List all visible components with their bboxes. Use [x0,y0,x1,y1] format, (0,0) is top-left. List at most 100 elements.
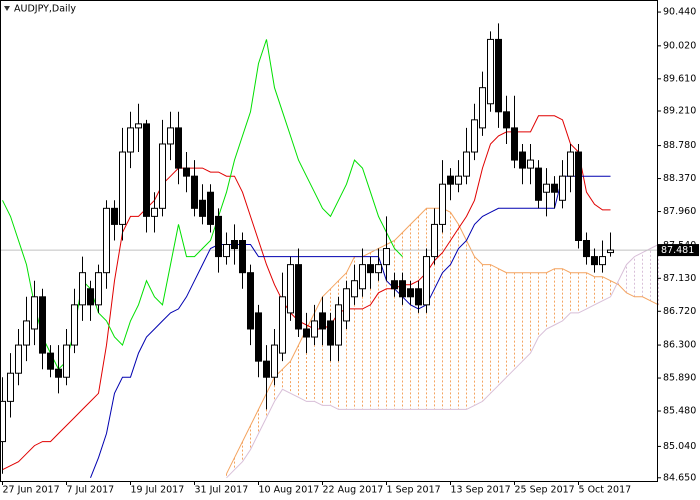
price-label-box [657,244,699,257]
candle-body [239,240,246,274]
candle-body [591,256,598,266]
candle-body [247,272,254,330]
candle-body [519,151,526,169]
candle-body [551,183,558,193]
x-tick-label: 13 Sep 2017 [451,485,511,496]
candle-body [471,119,478,153]
candle-body [319,312,326,330]
y-tick-label: 85.890 [663,373,696,384]
y-tick-label: 86.300 [663,340,696,351]
candle-body [383,248,390,266]
candle-body [7,372,14,402]
y-tick-label: 87.130 [663,273,696,284]
candle-body [495,38,502,113]
candle-body [87,288,94,306]
candle-body [559,175,566,201]
x-tick-label: 5 Oct 2017 [579,485,632,496]
candle-body [0,400,6,443]
candle-body [463,151,470,177]
candle-body [567,151,574,177]
y-tick-label: 89.210 [663,106,696,117]
y-tick-label: 90.440 [663,7,696,18]
x-tick-label: 10 Aug 2017 [259,485,320,496]
candle-body [199,199,206,217]
x-tick-label: 27 Jun 2017 [3,485,60,496]
y-tick-label: 87.960 [663,206,696,217]
indicator-line [90,175,611,478]
candle-body [359,264,366,290]
candle-body [263,360,270,378]
candle-body [583,240,590,258]
candle-body [175,127,182,169]
candle-body [47,352,54,370]
x-tick-label: 7 Jul 2017 [67,485,115,496]
x-tick-label: 22 Aug 2017 [323,485,384,496]
candle-body [527,159,534,169]
candle-body [215,215,222,258]
candle-body [95,272,102,306]
candle-body [407,288,414,298]
x-tick-label: 31 Jul 2017 [195,485,249,496]
candle-body [599,256,606,266]
candle-body [343,288,350,322]
candle-body [143,123,150,217]
candle-body [151,207,158,217]
candle-body [607,249,614,254]
candle-body [223,244,230,258]
y-tick-label: 88.370 [663,173,696,184]
candle-body [431,223,438,258]
x-tick-label: 25 Sep 2017 [515,485,575,496]
candle-body [119,151,126,225]
candle-body [535,167,542,201]
candle-body [327,320,334,346]
y-tick-label: 85.480 [663,406,696,417]
candle-body [183,167,190,177]
plot-area [0,23,659,479]
candle-body [487,38,494,105]
candle-body [439,183,446,225]
indicator-line [226,244,659,479]
candle-body [71,304,78,346]
plot-border [0,0,658,482]
candle-body [287,264,294,314]
candle-body [447,175,454,185]
candle-body [367,264,374,274]
y-tick-label: 84.650 [663,472,696,483]
title-icon [4,6,10,11]
y-tick-label: 90.020 [663,40,696,51]
y-tick-label: 89.610 [663,73,696,84]
candle-body [255,312,262,362]
candle-body [351,280,358,298]
candle-body [79,272,86,306]
candle-body [135,123,142,129]
candle-body [39,296,46,354]
candle-body [479,87,486,129]
candle-body [63,344,70,378]
candle-body [455,175,462,185]
candle-body [279,296,286,354]
candle-body [127,127,134,153]
candle-body [375,264,382,274]
chart-title: AUDJPY,Daily [14,4,76,15]
price-label: 87.481 [661,245,694,256]
candle-body [543,183,550,193]
candle-body [511,127,518,161]
x-tick-label: 19 Jul 2017 [131,485,185,496]
candle-body [575,151,582,242]
candle-body [159,143,166,209]
y-tick-label: 85.040 [663,441,696,452]
x-tick-label: 1 Sep 2017 [387,485,441,496]
candle-body [167,127,174,145]
candle-body [111,207,118,225]
candle-body [103,207,110,274]
candle-body [31,296,38,330]
candle-body [23,320,30,346]
candle-body [335,304,342,346]
y-tick-label: 88.780 [663,140,696,151]
candle-body [391,280,398,290]
candle-body [423,256,430,306]
candle-body [503,111,510,129]
candle-body [15,344,22,374]
candle-body [295,264,302,330]
candle-body [303,328,310,338]
